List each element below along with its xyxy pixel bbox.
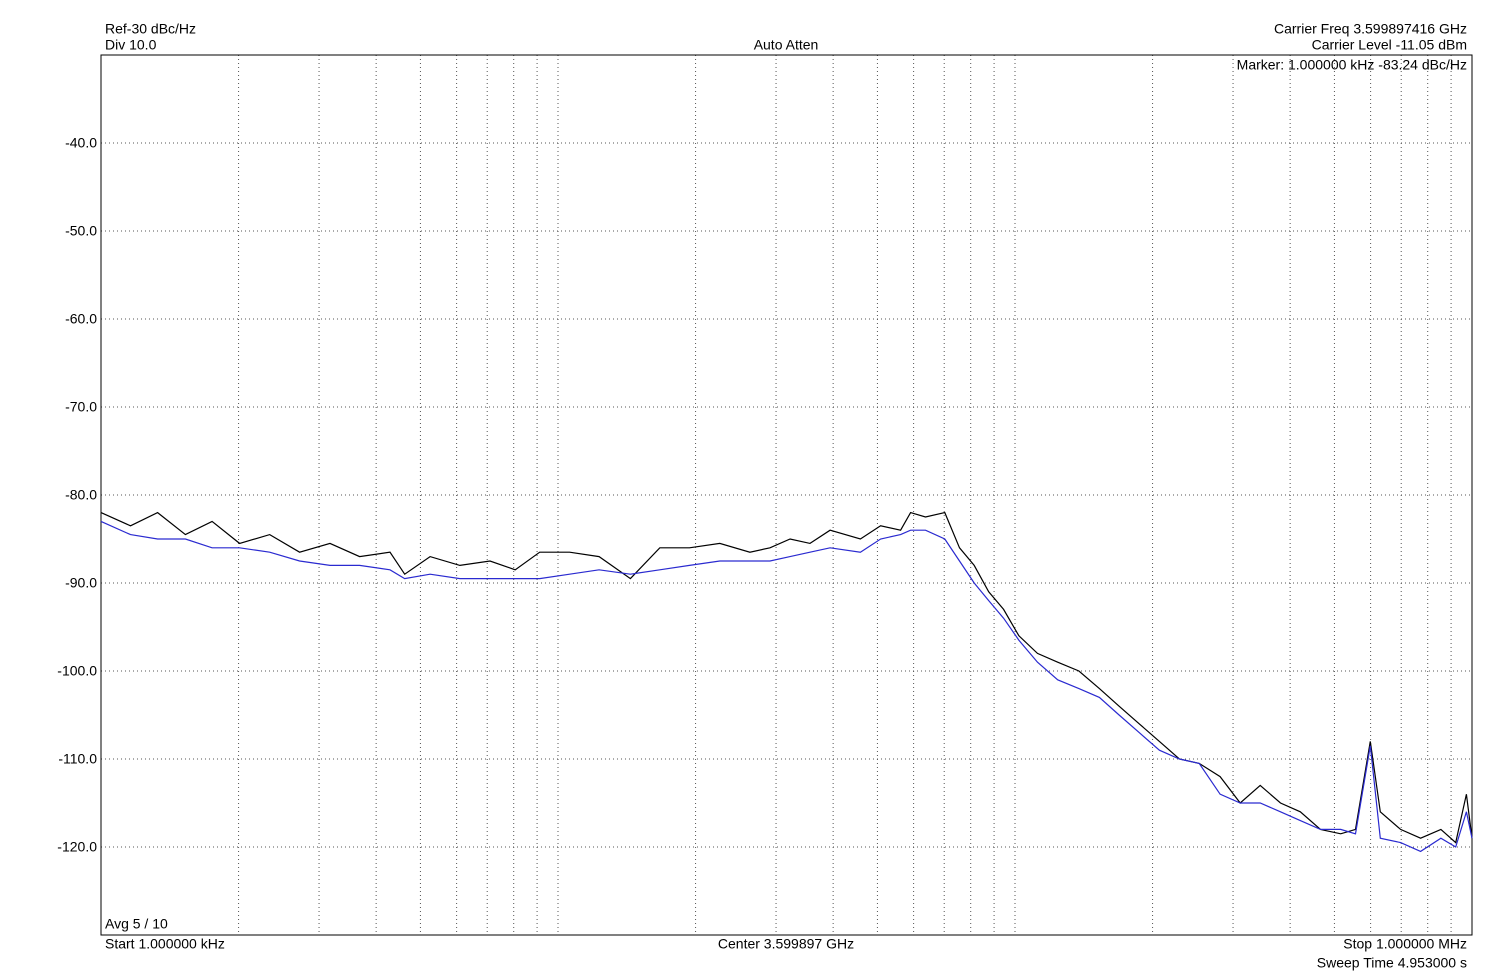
y-tick-label: -70.0: [65, 399, 97, 415]
annotation: Start 1.000000 kHz: [105, 936, 225, 952]
annotation: Carrier Level -11.05 dBm: [1312, 37, 1467, 53]
annotation: Stop 1.000000 MHz: [1343, 936, 1467, 952]
annotation: Avg 5 / 10: [105, 916, 168, 932]
plot-border: [100, 54, 1473, 936]
annotation: Sweep Time 4.953000 s: [1317, 955, 1467, 971]
y-tick-label: -110.0: [58, 751, 97, 767]
y-tick-label: -90.0: [65, 575, 97, 591]
y-tick-label: -100.0: [57, 663, 97, 679]
annotation: Auto Atten: [754, 37, 819, 53]
y-tick-label: -80.0: [65, 487, 97, 503]
trace: [100, 520, 1473, 853]
y-tick-label: -50.0: [65, 223, 97, 239]
annotation: Center 3.599897 GHz: [718, 936, 854, 952]
y-tick-label: -60.0: [65, 311, 97, 327]
y-tick-label: -120.0: [57, 839, 97, 855]
annotation: Div 10.0: [105, 37, 157, 53]
annotation: Marker: 1.000000 kHz -83.24 dBc/Hz: [1237, 57, 1467, 73]
annotation: Carrier Freq 3.599897416 GHz: [1274, 21, 1467, 37]
annotation: Ref-30 dBc/Hz: [105, 21, 196, 37]
trace: [100, 511, 1473, 844]
y-tick-label: -40.0: [65, 135, 97, 151]
